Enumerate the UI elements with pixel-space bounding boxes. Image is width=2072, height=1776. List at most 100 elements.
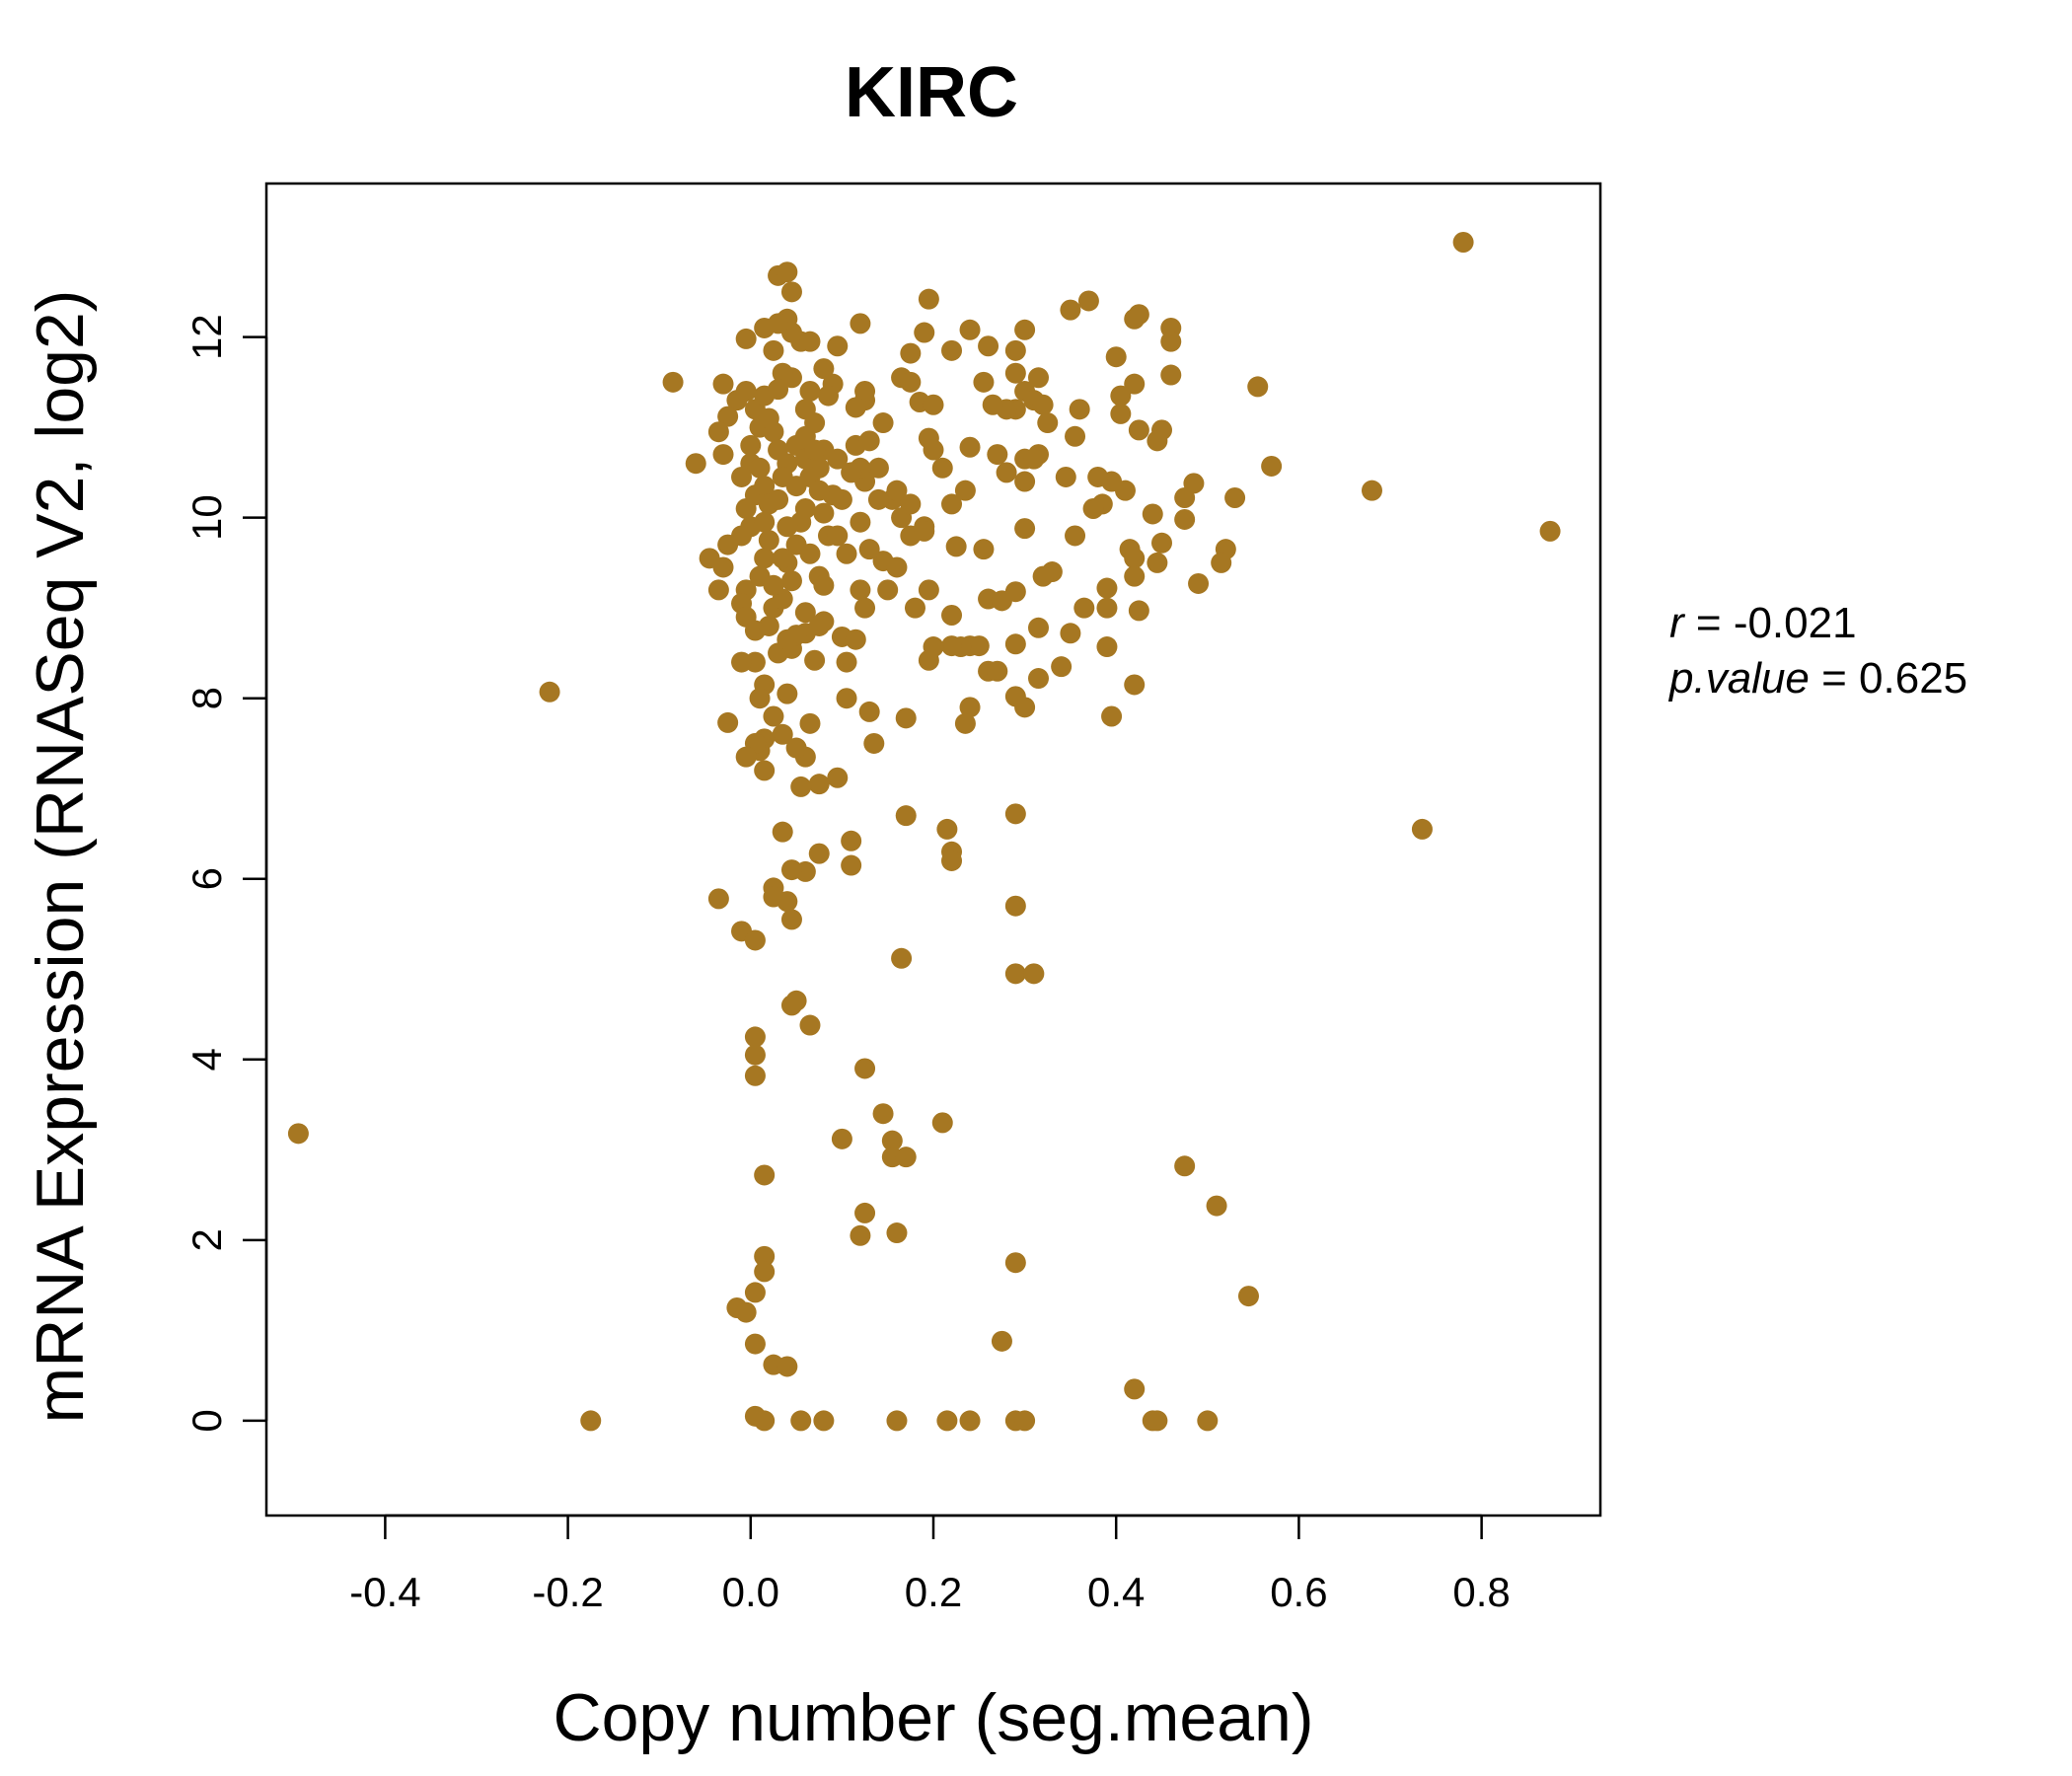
data-point [841,830,862,851]
y-tick-label: 8 [184,687,230,709]
data-point [867,488,889,510]
data-point [1037,412,1059,434]
data-point [539,681,560,703]
data-point [287,1123,309,1145]
data-point [699,548,720,569]
data-point [1004,803,1026,825]
y-tick-label: 4 [184,1048,230,1071]
data-point [1004,895,1026,917]
data-point [777,516,798,538]
data-point [1023,963,1045,985]
data-point [863,732,885,754]
data-point [707,421,729,443]
data-point [918,579,939,601]
data-point [836,543,857,564]
data-point [1110,385,1132,407]
data-point [836,688,857,709]
correlation-stats: r = -0.021 p.value = 0.625 [1667,599,1967,703]
data-point [854,381,876,403]
data-point [780,570,802,592]
data-point [936,1410,958,1432]
data-point [954,480,976,501]
data-point [891,947,913,969]
x-tick-label: 0.4 [1087,1569,1145,1615]
data-point [772,723,793,745]
data-point [850,579,871,601]
data-point [794,497,816,519]
data-point [744,1065,766,1086]
r-stat: r = -0.021 [1669,599,1857,647]
data-point [1004,633,1026,655]
data-point [754,317,776,338]
data-point [854,597,876,619]
data-point [1128,600,1149,622]
data-point [758,407,779,429]
data-point [731,651,753,673]
data-point [780,995,802,1016]
data-point [1124,548,1146,569]
data-point [813,574,835,596]
data-point [777,629,798,650]
data-point [712,444,734,466]
data-point [799,543,821,564]
data-point [799,381,821,403]
data-point [1014,1410,1036,1432]
data-point [973,539,995,560]
data-point [918,649,939,671]
data-point [931,1112,953,1134]
data-point [1069,399,1090,420]
data-point [923,394,944,415]
data-point [959,1410,981,1432]
data-point [1147,1410,1168,1432]
data-point [1027,668,1049,690]
x-axis: -0.4 -0.2 0.0 0.2 0.4 0.6 0.8 [349,1514,1511,1615]
data-point [794,602,816,624]
data-point [754,1164,776,1186]
data-point [1247,376,1269,398]
data-point [895,1147,917,1168]
x-tick-label: 0.6 [1270,1569,1327,1615]
data-point [1014,518,1036,540]
x-axis-label: Copy number (seg.mean) [553,1680,1313,1755]
data-point [978,335,999,357]
data-point [1077,290,1099,312]
data-point [1261,455,1283,477]
data-point [780,859,802,881]
data-point [758,615,779,636]
data-point [923,439,944,461]
data-point [1124,1378,1146,1400]
data-point [945,536,967,557]
data-point [1206,1195,1227,1217]
data-point [772,466,793,487]
data-point [1027,617,1049,638]
data-point [1224,487,1246,509]
data-point [1004,963,1026,985]
data-point [749,457,771,479]
data-point [580,1410,602,1432]
data-point [754,511,776,533]
data-point [1087,466,1109,487]
r-value: -0.021 [1734,599,1857,647]
data-point [768,488,789,510]
data-point [858,539,880,560]
data-point [1174,487,1196,509]
data-point [818,385,840,407]
data-point [758,530,779,552]
data-point [1452,231,1474,253]
data-point [914,322,935,343]
data-point [735,746,757,768]
data-point [754,548,776,569]
data-point [1211,552,1232,573]
data-point [799,712,821,734]
data-point [717,534,739,555]
p-stat: p.value = 0.625 [1667,654,1967,703]
data-point [768,379,789,401]
data-point [1060,623,1081,644]
p-value: 0.625 [1859,654,1967,703]
data-point [754,476,776,497]
data-point [772,362,793,384]
data-point [941,339,963,361]
data-point [1004,339,1026,361]
data-point [808,615,830,636]
data-point [886,1222,908,1244]
